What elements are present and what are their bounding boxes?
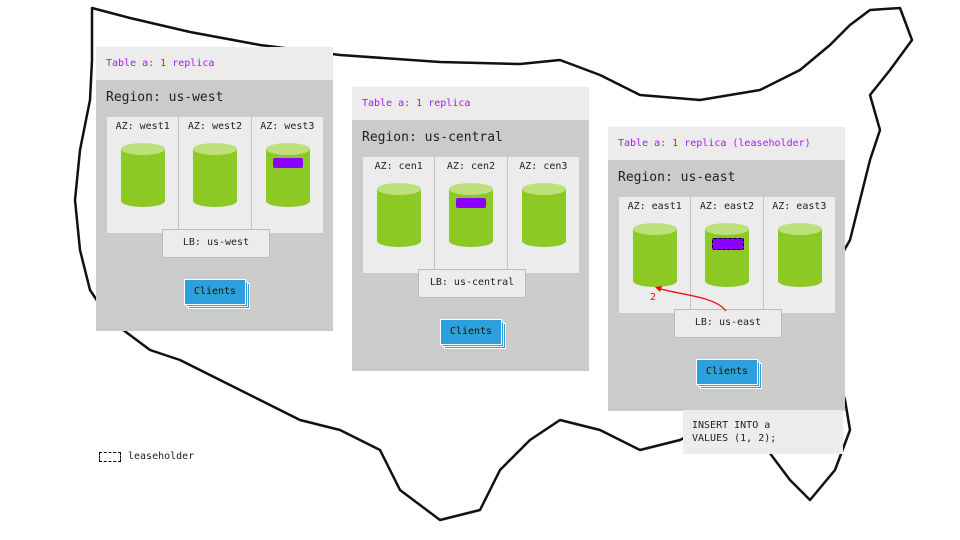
database-node-icon[interactable] xyxy=(521,183,566,247)
arrow-head-icon xyxy=(655,286,662,292)
table-replica-label: Table a: 1 replica xyxy=(352,87,589,120)
region-title: Region: us-east xyxy=(618,170,736,185)
az-label: AZ: east1 xyxy=(627,201,682,212)
az-label: AZ: west3 xyxy=(260,121,315,132)
table-replica-label: Table a: 1 replica (leaseholder) xyxy=(608,127,845,160)
availability-zone: AZ: west2 xyxy=(179,117,252,233)
availability-zone: AZ: west3 xyxy=(252,117,323,233)
az-label: AZ: east3 xyxy=(772,201,827,212)
az-strip: AZ: east1 AZ: east2 AZ: east3 xyxy=(619,197,835,313)
database-node-icon[interactable] xyxy=(265,143,310,207)
availability-zone: AZ: east2 xyxy=(691,197,764,313)
leaseholder-replica[interactable] xyxy=(712,238,745,250)
az-label: AZ: east2 xyxy=(699,201,755,212)
replica[interactable] xyxy=(456,198,487,208)
region-2: Region: us-east AZ: east1 AZ: east2 AZ: … xyxy=(608,160,845,411)
availability-zone: AZ: east1 xyxy=(619,197,692,313)
availability-zone: AZ: east3 xyxy=(764,197,835,313)
load-balancer[interactable]: LB: us-central xyxy=(418,269,526,298)
az-label: AZ: cen1 xyxy=(374,161,423,172)
arrow-label: 2 xyxy=(650,292,656,303)
az-label: AZ: cen3 xyxy=(519,161,568,172)
load-balancer[interactable]: LB: us-east xyxy=(674,309,782,338)
database-node-icon[interactable] xyxy=(121,143,165,207)
clients-label: Clients xyxy=(184,279,246,305)
table-replica-label: Table a: 1 replica xyxy=(96,47,333,80)
region-1: Region: us-central AZ: cen1 AZ: cen2 AZ:… xyxy=(352,120,589,371)
arrow-path xyxy=(656,287,727,312)
availability-zone: AZ: west1 xyxy=(107,117,180,233)
leaseholder-legend-swatch xyxy=(99,452,121,462)
region-0: Region: us-west AZ: west1 AZ: west2 AZ: … xyxy=(96,80,333,331)
database-node-icon[interactable] xyxy=(377,183,421,247)
availability-zone: AZ: cen3 xyxy=(508,157,579,273)
clients-button[interactable]: Clients xyxy=(696,359,762,389)
az-strip: AZ: cen1 AZ: cen2 AZ: cen3 xyxy=(363,157,579,273)
load-balancer[interactable]: LB: us-west xyxy=(162,229,270,258)
az-label: AZ: west1 xyxy=(115,121,170,132)
clients-label: Clients xyxy=(696,359,758,385)
clients-button[interactable]: Clients xyxy=(184,279,250,309)
az-label: AZ: west2 xyxy=(187,121,243,132)
sql-statement: INSERT INTO a VALUES (1, 2); xyxy=(683,410,843,454)
clients-label: Clients xyxy=(440,319,502,345)
region-title: Region: us-central xyxy=(362,130,503,145)
replica[interactable] xyxy=(272,158,303,168)
clients-button[interactable]: Clients xyxy=(440,319,506,349)
database-node-icon[interactable] xyxy=(193,143,238,207)
az-label: AZ: cen2 xyxy=(446,161,496,172)
database-node-icon[interactable] xyxy=(449,183,494,247)
region-title: Region: us-west xyxy=(106,90,224,105)
az-strip: AZ: west1 AZ: west2 AZ: west3 xyxy=(107,117,323,233)
availability-zone: AZ: cen1 xyxy=(363,157,436,273)
database-node-icon[interactable] xyxy=(705,223,750,287)
availability-zone: AZ: cen2 xyxy=(435,157,508,273)
database-node-icon[interactable] xyxy=(633,223,677,287)
legend-label: leaseholder xyxy=(128,451,195,462)
database-node-icon[interactable] xyxy=(777,223,822,287)
